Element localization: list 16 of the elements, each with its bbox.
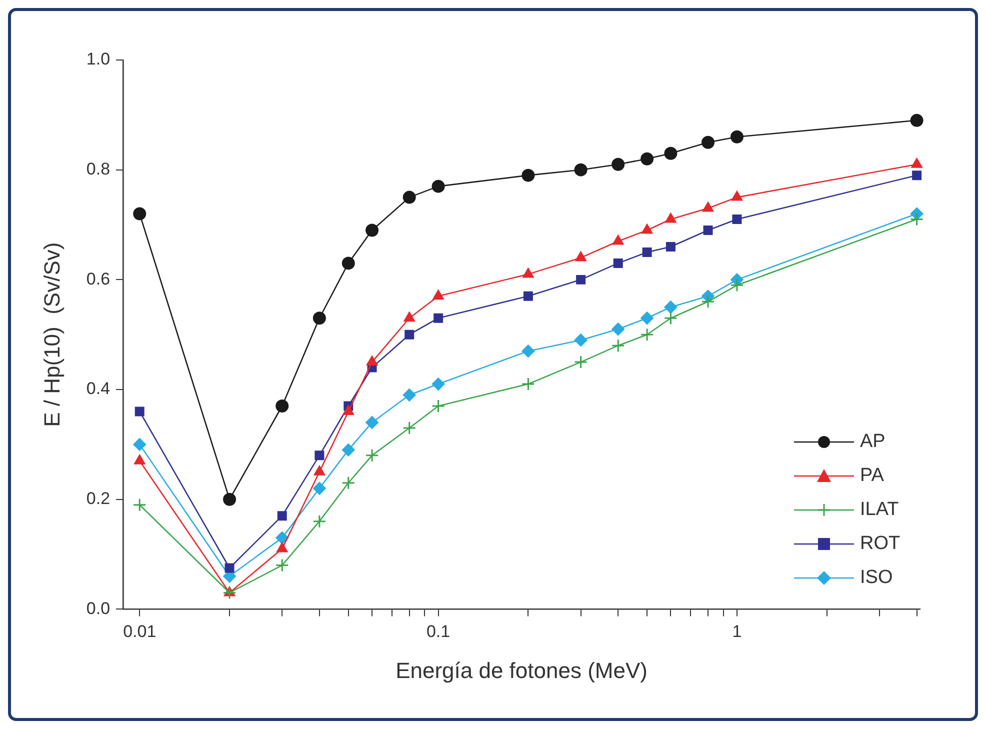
y-axis-title: E / Hp(10) (Sv/Sv) [39,242,64,427]
legend-label: ROT [860,533,900,556]
x-tick-label: 1 [732,622,742,642]
x-tick-label: 0.1 [426,622,450,642]
legend-label: ISO [860,567,893,590]
x-tick-label: 0.01 [123,622,156,642]
y-tick-label: 1.0 [86,50,110,69]
legend-label: AP [860,431,886,454]
y-tick-label: 0.0 [86,598,110,618]
y-tick-label: 0.4 [86,379,110,398]
y-tick-label: 0.8 [86,160,110,179]
legend-label: ILAT [860,499,899,522]
legend-label: PA [860,465,884,488]
x-axis-title: Energía de fotones (MeV) [396,658,648,683]
y-tick-label: 0.2 [86,489,110,508]
y-tick-label: 0.6 [86,269,110,288]
